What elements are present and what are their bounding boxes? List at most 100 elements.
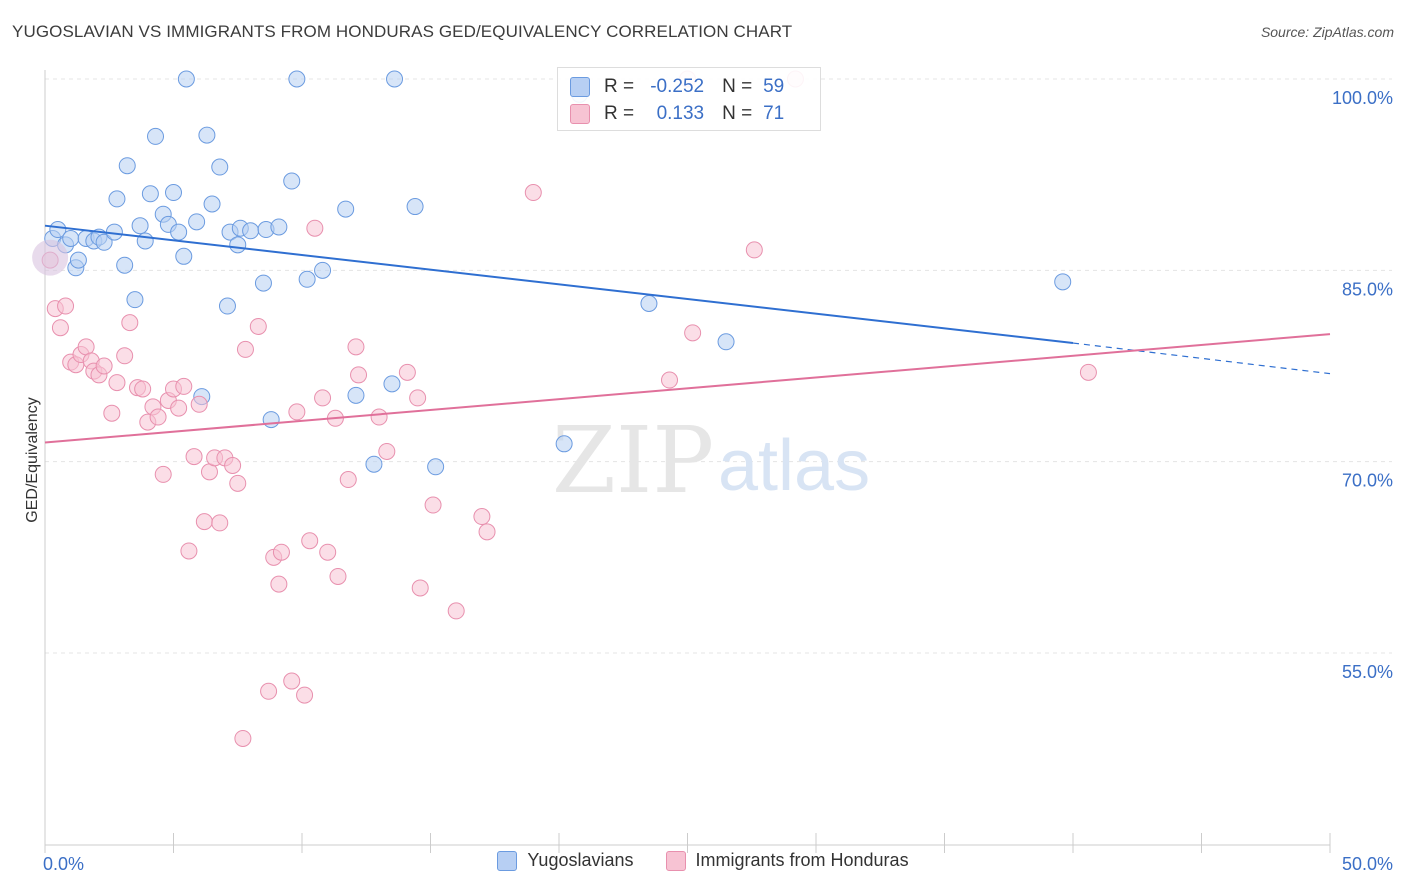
point-honduras: [409, 389, 427, 407]
point-yugoslavians: [555, 435, 573, 453]
point-yugoslavians: [131, 217, 149, 235]
point-yugoslavians: [165, 184, 182, 202]
point-yugoslavians: [298, 270, 316, 288]
point-yugoslavians: [49, 221, 67, 239]
point-honduras: [234, 729, 252, 747]
point-yugoslavians: [198, 126, 216, 144]
point-yugoslavians: [126, 291, 144, 309]
point-honduras: [149, 408, 167, 426]
point-honduras: [224, 456, 242, 474]
y-axis-label: GED/Equivalency: [24, 397, 41, 522]
point-honduras: [411, 579, 429, 597]
stats-row-honduras: R = 0.133 N = 71: [570, 101, 784, 127]
point-honduras: [329, 567, 347, 585]
point-yugoslavians: [427, 458, 445, 476]
legend-item-honduras: Immigrants from Honduras: [665, 850, 909, 871]
point-honduras: [347, 338, 365, 356]
point-honduras: [154, 465, 172, 483]
chart-title: YUGOSLAVIAN VS IMMIGRANTS FROM HONDURAS …: [12, 22, 793, 41]
point-honduras: [211, 514, 229, 532]
point-honduras: [121, 314, 139, 332]
stats-row-yugoslavians: R = -0.252 N = 59: [570, 74, 784, 100]
point-honduras: [424, 496, 442, 514]
point-yugoslavians: [262, 411, 280, 429]
point-yugoslavians: [170, 223, 188, 241]
y-tick-label: 85.0%: [1342, 279, 1393, 299]
point-honduras: [190, 395, 208, 413]
point-yugoslavians: [203, 195, 221, 213]
point-honduras: [378, 442, 396, 460]
trend-lines: [44, 224, 1331, 444]
y-tick-label: 100.0%: [1332, 88, 1393, 108]
point-yugoslavians: [69, 251, 87, 269]
point-yugoslavians: [242, 222, 260, 240]
point-honduras: [272, 543, 290, 561]
point-yugoslavians: [717, 333, 735, 351]
point-honduras: [249, 317, 267, 335]
point-yugoslavians: [383, 375, 401, 393]
source-label: Source: ZipAtlas.com: [1260, 24, 1394, 40]
point-yugoslavians: [118, 157, 136, 175]
point-yugoslavians: [406, 198, 424, 216]
point-yugoslavians: [211, 158, 229, 176]
point-honduras: [684, 324, 702, 342]
axes: [44, 70, 1331, 853]
point-honduras: [745, 241, 763, 259]
series-legend: Yugoslavians Immigrants from Honduras: [0, 850, 1406, 871]
point-yugoslavians: [188, 213, 206, 231]
n-label: N =: [722, 76, 753, 97]
point-honduras: [524, 184, 542, 202]
n-value: 59: [763, 76, 785, 97]
point-honduras: [236, 340, 254, 358]
point-yugoslavians: [95, 233, 113, 251]
point-yugoslavians: [136, 232, 154, 250]
point-honduras: [661, 371, 679, 389]
point-honduras: [1079, 363, 1097, 381]
point-honduras: [296, 686, 314, 704]
legend-item-yugoslavians: Yugoslavians: [497, 850, 634, 871]
point-yugoslavians: [640, 294, 658, 312]
point-honduras: [195, 513, 213, 531]
trend-yugoslavians: [44, 224, 1074, 345]
n-label: N =: [722, 103, 753, 124]
grid-lines: [45, 78, 1392, 654]
point-honduras: [319, 543, 337, 561]
legend-label: Yugoslavians: [527, 850, 634, 870]
point-yugoslavians: [175, 247, 193, 265]
watermark-zip: ZIP: [552, 407, 714, 514]
point-honduras: [170, 399, 188, 417]
point-honduras: [478, 523, 496, 541]
point-honduras: [270, 575, 288, 593]
scatter-points: [32, 70, 1097, 747]
point-yugoslavians: [347, 386, 365, 404]
point-yugoslavians: [229, 236, 247, 254]
point-yugoslavians: [386, 70, 404, 88]
x-tick-label: 50.0%: [1342, 854, 1393, 874]
point-honduras: [447, 602, 465, 620]
r-label: R =: [604, 76, 635, 97]
y-tick-label: 55.0%: [1342, 662, 1393, 682]
n-value: 71: [763, 103, 785, 124]
point-honduras: [108, 374, 126, 392]
r-value: 0.133: [656, 103, 705, 124]
r-value: -0.252: [650, 76, 705, 97]
point-yugoslavians: [62, 229, 80, 247]
point-honduras: [283, 672, 301, 690]
point-yugoslavians: [177, 70, 195, 88]
point-honduras: [229, 474, 247, 492]
point-honduras: [370, 408, 388, 426]
point-honduras: [180, 542, 198, 560]
point-honduras: [301, 532, 319, 550]
honduras-swatch: [570, 104, 590, 124]
yugoslavians-legend-swatch: [497, 850, 518, 871]
legend-label: Immigrants from Honduras: [695, 850, 909, 870]
point-yugoslavians: [141, 185, 159, 203]
point-honduras: [473, 508, 491, 526]
point-yugoslavians: [337, 200, 355, 218]
point-honduras: [103, 404, 121, 422]
trend-yugoslavians-extrapolated: [1072, 342, 1331, 375]
r-label: R =: [604, 103, 635, 124]
point-honduras: [314, 389, 332, 407]
point-honduras: [306, 219, 324, 237]
